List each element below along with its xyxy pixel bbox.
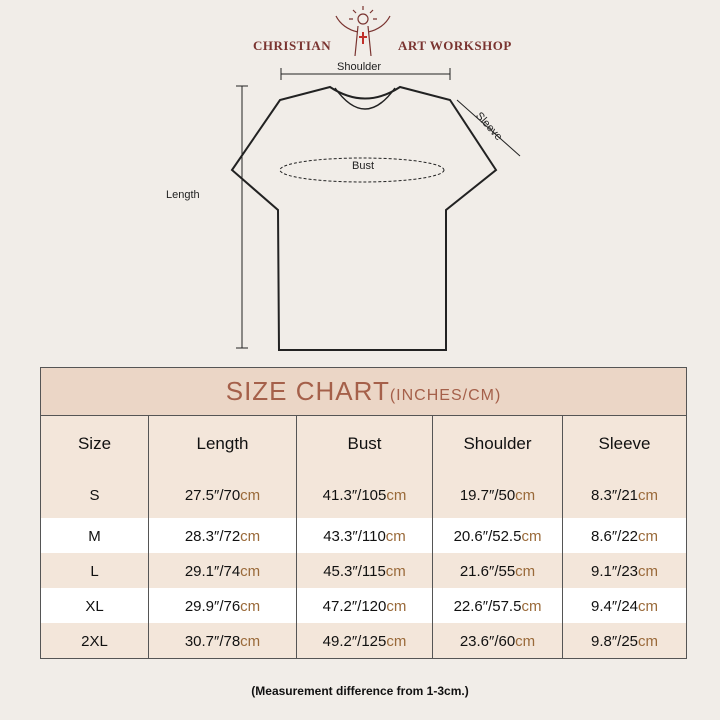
measurement-cell: 47.2″/120cm xyxy=(296,588,433,623)
measurement-cell: 8.6″/22cm xyxy=(561,518,688,553)
measurement-cell: 21.6″/55cm xyxy=(432,553,563,588)
cm-unit: cm xyxy=(386,632,407,650)
inch-value: 28.3″/72 xyxy=(184,527,241,545)
inch-value: 29.1″/74 xyxy=(184,562,241,580)
inch-value: 49.2″/125 xyxy=(322,632,387,650)
cm-unit: cm xyxy=(386,486,407,504)
cm-unit: cm xyxy=(515,632,536,650)
measurement-cell: 30.7″/78cm xyxy=(148,623,297,659)
cm-unit: cm xyxy=(386,597,407,615)
cm-unit: cm xyxy=(385,527,406,545)
cm-unit: cm xyxy=(240,632,261,650)
column-header: Sleeve xyxy=(561,415,688,471)
cm-unit: cm xyxy=(240,562,261,580)
size-cell: M xyxy=(40,518,149,553)
measurement-note: (Measurement difference from 1-3cm.) xyxy=(251,684,469,698)
cm-unit: cm xyxy=(638,486,659,504)
measurement-cell: 49.2″/125cm xyxy=(296,623,433,659)
size-chart-title: SIZE CHART(INCHES/CM) xyxy=(39,367,688,416)
inch-value: 29.9″/76 xyxy=(184,597,241,615)
measurement-cell: 43.3″/110cm xyxy=(296,518,433,553)
tshirt-diagram xyxy=(230,68,521,351)
table-row: S 27.5″/70cm 41.3″/105cm 19.7″/50cm 8.3″/21c… xyxy=(40,471,688,518)
inch-value: 41.3″/105 xyxy=(322,486,387,504)
measurement-cell: 22.6″/57.5cm xyxy=(432,588,563,623)
table-row: L 29.1″/74cm 45.3″/115cm 21.6″/55cm 9.1″/23c… xyxy=(40,553,688,588)
measurement-cell: 27.5″/70cm xyxy=(148,471,297,518)
measurement-cell: 20.6″/52.5cm xyxy=(432,518,563,553)
brand-name-left: CHRISTIAN xyxy=(253,38,332,53)
size-cell: S xyxy=(40,471,149,518)
cm-unit: cm xyxy=(240,527,261,545)
measurement-cell: 19.7″/50cm xyxy=(432,471,563,518)
column-header: Shoulder xyxy=(432,415,563,471)
cm-unit: cm xyxy=(638,632,659,650)
column-header: Size xyxy=(40,415,149,471)
column-header: Length xyxy=(148,415,297,471)
measurement-cell: 41.3″/105cm xyxy=(296,471,433,518)
measurement-cell: 45.3″/115cm xyxy=(296,553,433,588)
inch-value: 8.6″/22 xyxy=(591,527,639,545)
measurement-cell: 23.6″/60cm xyxy=(432,623,563,659)
logo-icon xyxy=(335,6,391,57)
table-row: 2XL 30.7″/78cm 49.2″/125cm 23.6″/60cm 9.8″/2… xyxy=(40,623,688,659)
cm-unit: cm xyxy=(240,597,261,615)
length-label: Length xyxy=(166,189,200,201)
cm-unit: cm xyxy=(515,486,536,504)
column-header: Bust xyxy=(296,415,433,471)
inch-value: 9.1″/23 xyxy=(591,562,639,580)
shoulder-label: Shoulder xyxy=(337,61,382,73)
cm-unit: cm xyxy=(521,597,542,615)
cm-unit: cm xyxy=(638,562,659,580)
table-row: M 28.3″/72cm 43.3″/110cm 20.6″/52.5cm 8.6″/2… xyxy=(40,518,688,553)
brand-name-right: ART WORKSHOP xyxy=(398,38,512,53)
inch-value: 23.6″/60 xyxy=(459,632,516,650)
size-cell: XL xyxy=(40,588,149,623)
inch-value: 27.5″/70 xyxy=(184,486,241,504)
measurement-cell: 29.1″/74cm xyxy=(148,553,297,588)
inch-value: 43.3″/110 xyxy=(323,527,386,545)
cm-unit: cm xyxy=(240,486,261,504)
measurement-cell: 9.8″/25cm xyxy=(561,623,688,659)
inch-value: 21.6″/55 xyxy=(459,562,516,580)
measurement-cell: 29.9″/76cm xyxy=(148,588,297,623)
inch-value: 8.3″/21 xyxy=(591,486,639,504)
measurement-cell: 9.1″/23cm xyxy=(561,553,688,588)
cm-unit: cm xyxy=(521,527,542,545)
cm-unit: cm xyxy=(638,527,659,545)
size-cell: L xyxy=(40,553,149,588)
inch-value: 9.8″/25 xyxy=(591,632,639,650)
cm-unit: cm xyxy=(638,597,659,615)
inch-value: 20.6″/52.5 xyxy=(453,527,522,545)
measurement-cell: 8.3″/21cm xyxy=(561,471,688,518)
size-cell: 2XL xyxy=(40,623,149,659)
cm-unit: cm xyxy=(515,562,536,580)
inch-value: 22.6″/57.5 xyxy=(453,597,522,615)
cm-unit: cm xyxy=(385,562,406,580)
measurement-cell: 28.3″/72cm xyxy=(148,518,297,553)
inch-value: 30.7″/78 xyxy=(184,632,241,650)
measurement-cell: 9.4″/24cm xyxy=(561,588,688,623)
size-chart-table: SIZE CHART(INCHES/CM) Size Length Bust Shou… xyxy=(39,367,688,659)
table-row: XL 29.9″/76cm 47.2″/120cm 22.6″/57.5cm 9.4″/… xyxy=(40,588,688,623)
bust-label: Bust xyxy=(352,160,375,172)
inch-value: 45.3″/115 xyxy=(323,562,386,580)
inch-value: 19.7″/50 xyxy=(459,486,516,504)
inch-value: 9.4″/24 xyxy=(591,597,639,615)
inch-value: 47.2″/120 xyxy=(322,597,387,615)
